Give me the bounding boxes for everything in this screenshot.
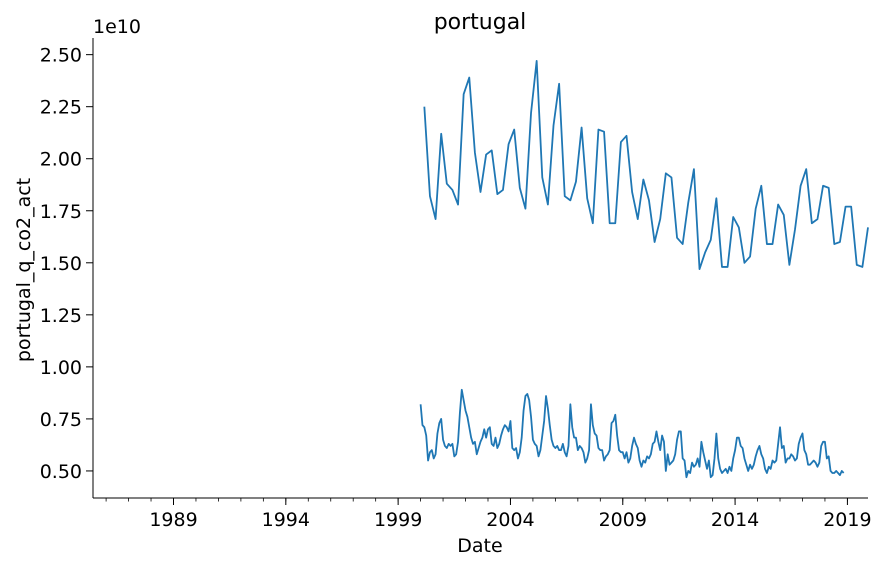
x-tick-label: 2019 (823, 509, 871, 531)
series-line-2 (419, 388, 845, 479)
plot-area: 1989 1994 1999 2004 2009 2014 2019 0.50 0.75 1.00… (40, 38, 872, 531)
x-tick-label: 1989 (149, 509, 197, 531)
y-tick-label: 1.50 (40, 253, 82, 275)
y-tick-label: 1.25 (40, 305, 82, 327)
y-axis-label: portugal_q_co2_act (13, 178, 35, 362)
y-tick-label: 2.25 (40, 97, 82, 119)
y-tick-label: 1.75 (40, 201, 82, 223)
y-tick-label: 2.50 (40, 45, 82, 67)
series-line-1 (423, 60, 869, 270)
y-tick-label: 0.50 (40, 461, 82, 483)
x-tick-label: 2009 (599, 509, 647, 531)
y-axis-offset-label: 1e10 (93, 16, 141, 38)
y-tick-label: 0.75 (40, 409, 82, 431)
y-tick-label: 2.00 (40, 149, 82, 171)
x-tick-label: 2014 (711, 509, 759, 531)
x-tick-label: 2004 (486, 509, 534, 531)
x-tick-label: 1994 (262, 509, 310, 531)
x-tick-label: 1999 (374, 509, 422, 531)
chart-title: portugal (434, 10, 527, 35)
x-axis-label: Date (457, 535, 502, 557)
y-tick-label: 1.00 (40, 357, 82, 379)
